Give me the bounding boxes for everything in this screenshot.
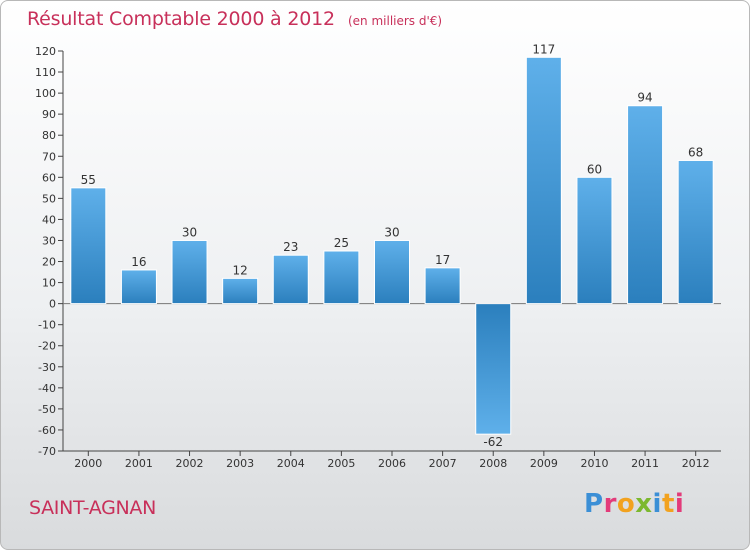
y-tick-label: -10 xyxy=(38,319,56,332)
data-label-2005: 25 xyxy=(334,236,349,250)
data-label-2003: 12 xyxy=(233,263,248,277)
data-label-2012: 68 xyxy=(688,145,703,159)
commune-name: SAINT-AGNAN xyxy=(29,497,157,519)
y-tick-label: 10 xyxy=(42,277,56,290)
bar-2002[interactable] xyxy=(171,239,208,305)
x-tick-label: 2005 xyxy=(327,457,355,470)
y-tick-label: 110 xyxy=(35,66,56,79)
chart-title-main: Résultat Comptable 2000 à 2012 xyxy=(27,8,335,30)
x-tick-label: 2008 xyxy=(479,457,507,470)
bar-2006[interactable] xyxy=(374,239,410,305)
bar-2008[interactable] xyxy=(475,303,512,435)
bar-2004[interactable] xyxy=(272,254,309,305)
y-tick-label: 90 xyxy=(42,108,56,121)
y-tick-label: 100 xyxy=(35,87,56,100)
y-tick-label: 80 xyxy=(42,129,56,142)
bar-2005[interactable] xyxy=(323,250,360,305)
data-label-2000: 55 xyxy=(81,173,96,187)
bar-2001[interactable] xyxy=(120,269,157,305)
x-tick-label: 2003 xyxy=(226,457,254,470)
data-label-2002: 30 xyxy=(182,225,197,239)
y-tick-label: 20 xyxy=(42,256,56,269)
y-tick-label: -60 xyxy=(38,424,56,437)
y-tick-label: -30 xyxy=(38,361,56,374)
x-tick-label: 2002 xyxy=(176,457,204,470)
x-tick-label: 2011 xyxy=(631,457,659,470)
data-label-2001: 16 xyxy=(131,255,146,269)
logo-letter: r xyxy=(603,489,617,519)
y-tick-label: -70 xyxy=(38,445,56,458)
bar-2012[interactable] xyxy=(677,159,714,305)
bar-2000[interactable] xyxy=(70,187,107,305)
logo-letter: x xyxy=(635,489,653,519)
x-tick-label: 2010 xyxy=(580,457,608,470)
logo-letter: i xyxy=(674,489,685,519)
data-label-2008: -62 xyxy=(483,435,503,449)
y-tick-label: -50 xyxy=(38,403,56,416)
x-tick-label: 2001 xyxy=(125,457,153,470)
x-tick-label: 2009 xyxy=(530,457,558,470)
y-tick-label: 50 xyxy=(42,192,56,205)
chart-bars xyxy=(70,56,714,435)
data-label-2006: 30 xyxy=(384,225,399,239)
data-label-2009: 117 xyxy=(532,42,555,56)
data-label-2010: 60 xyxy=(587,162,602,176)
x-tick-label: 2000 xyxy=(74,457,102,470)
chart-data-labels: 55 16 30 12 23 25 30 17 -62 117 60 94 68 xyxy=(81,42,704,449)
bar-2007[interactable] xyxy=(424,267,461,305)
x-tick-label: 2004 xyxy=(277,457,305,470)
x-tick-label: 2006 xyxy=(378,457,406,470)
bar-2010[interactable] xyxy=(576,176,613,305)
bar-2009[interactable] xyxy=(525,56,562,305)
y-tick-label: 0 xyxy=(49,298,56,311)
data-label-2004: 23 xyxy=(283,240,298,254)
x-tick-label: 2007 xyxy=(429,457,457,470)
bar-2003[interactable] xyxy=(222,277,259,305)
logo-letter: i xyxy=(652,489,662,519)
data-label-2007: 17 xyxy=(435,253,450,267)
y-tick-label: 120 xyxy=(35,45,56,58)
y-tick-label: -40 xyxy=(38,382,56,395)
y-tick-label: 70 xyxy=(42,150,56,163)
chart-title: Résultat Comptable 2000 à 2012 (en milli… xyxy=(27,8,442,30)
x-tick-label: 2012 xyxy=(682,457,710,470)
logo-letter: P xyxy=(584,489,604,519)
data-label-2011: 94 xyxy=(637,91,652,105)
y-tick-label: -20 xyxy=(38,340,56,353)
chart-title-unit: (en milliers d'€) xyxy=(347,14,443,28)
y-tick-label: 40 xyxy=(42,213,56,226)
y-tick-label: 30 xyxy=(42,234,56,247)
proxiti-logo[interactable]: Proxiti xyxy=(584,489,684,519)
bar-2011[interactable] xyxy=(627,105,664,305)
logo-letter: o xyxy=(616,489,636,519)
logo-letter: t xyxy=(661,489,675,519)
y-tick-label: 60 xyxy=(42,171,56,184)
